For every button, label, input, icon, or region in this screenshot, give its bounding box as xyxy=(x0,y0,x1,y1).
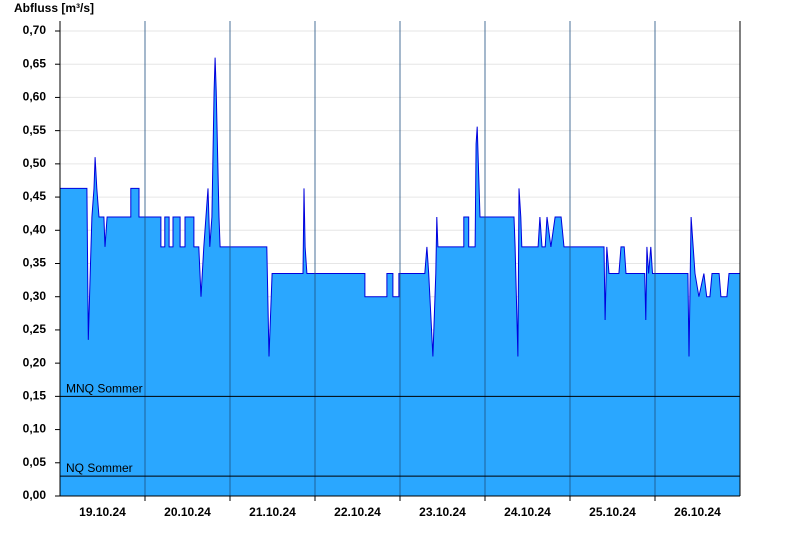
x-tick-label: 24.10.24 xyxy=(504,505,551,519)
y-tick-label: 0,60 xyxy=(23,90,47,104)
x-tick-label: 22.10.24 xyxy=(334,505,381,519)
y-tick-label: 0,20 xyxy=(23,355,47,369)
y-tick-label: 0,45 xyxy=(23,189,47,203)
x-tick-label: 19.10.24 xyxy=(79,505,126,519)
y-tick-label: 0,50 xyxy=(23,156,47,170)
y-tick-label: 0,65 xyxy=(23,56,47,70)
y-tick-label: 0,00 xyxy=(23,488,47,502)
reference-label: NQ Sommer xyxy=(66,461,133,475)
y-tick-label: 0,25 xyxy=(23,322,47,336)
x-tick-label: 23.10.24 xyxy=(419,505,466,519)
y-tick-label: 0,70 xyxy=(23,23,47,37)
y-tick-label: 0,05 xyxy=(23,455,47,469)
y-axis-label: Abfluss [m³/s] xyxy=(14,1,94,15)
x-tick-label: 25.10.24 xyxy=(589,505,636,519)
y-tick-label: 0,55 xyxy=(23,123,47,137)
y-tick-label: 0,15 xyxy=(23,389,47,403)
y-tick-label: 0,30 xyxy=(23,289,47,303)
y-tick-label: 0,10 xyxy=(23,422,47,436)
y-tick-label: 0,40 xyxy=(23,222,47,236)
y-tick-label: 0,35 xyxy=(23,256,47,270)
x-tick-label: 26.10.24 xyxy=(674,505,721,519)
x-tick-label: 20.10.24 xyxy=(164,505,211,519)
line xyxy=(60,57,740,357)
x-tick-label: 21.10.24 xyxy=(249,505,296,519)
reference-label: MNQ Sommer xyxy=(66,382,143,396)
